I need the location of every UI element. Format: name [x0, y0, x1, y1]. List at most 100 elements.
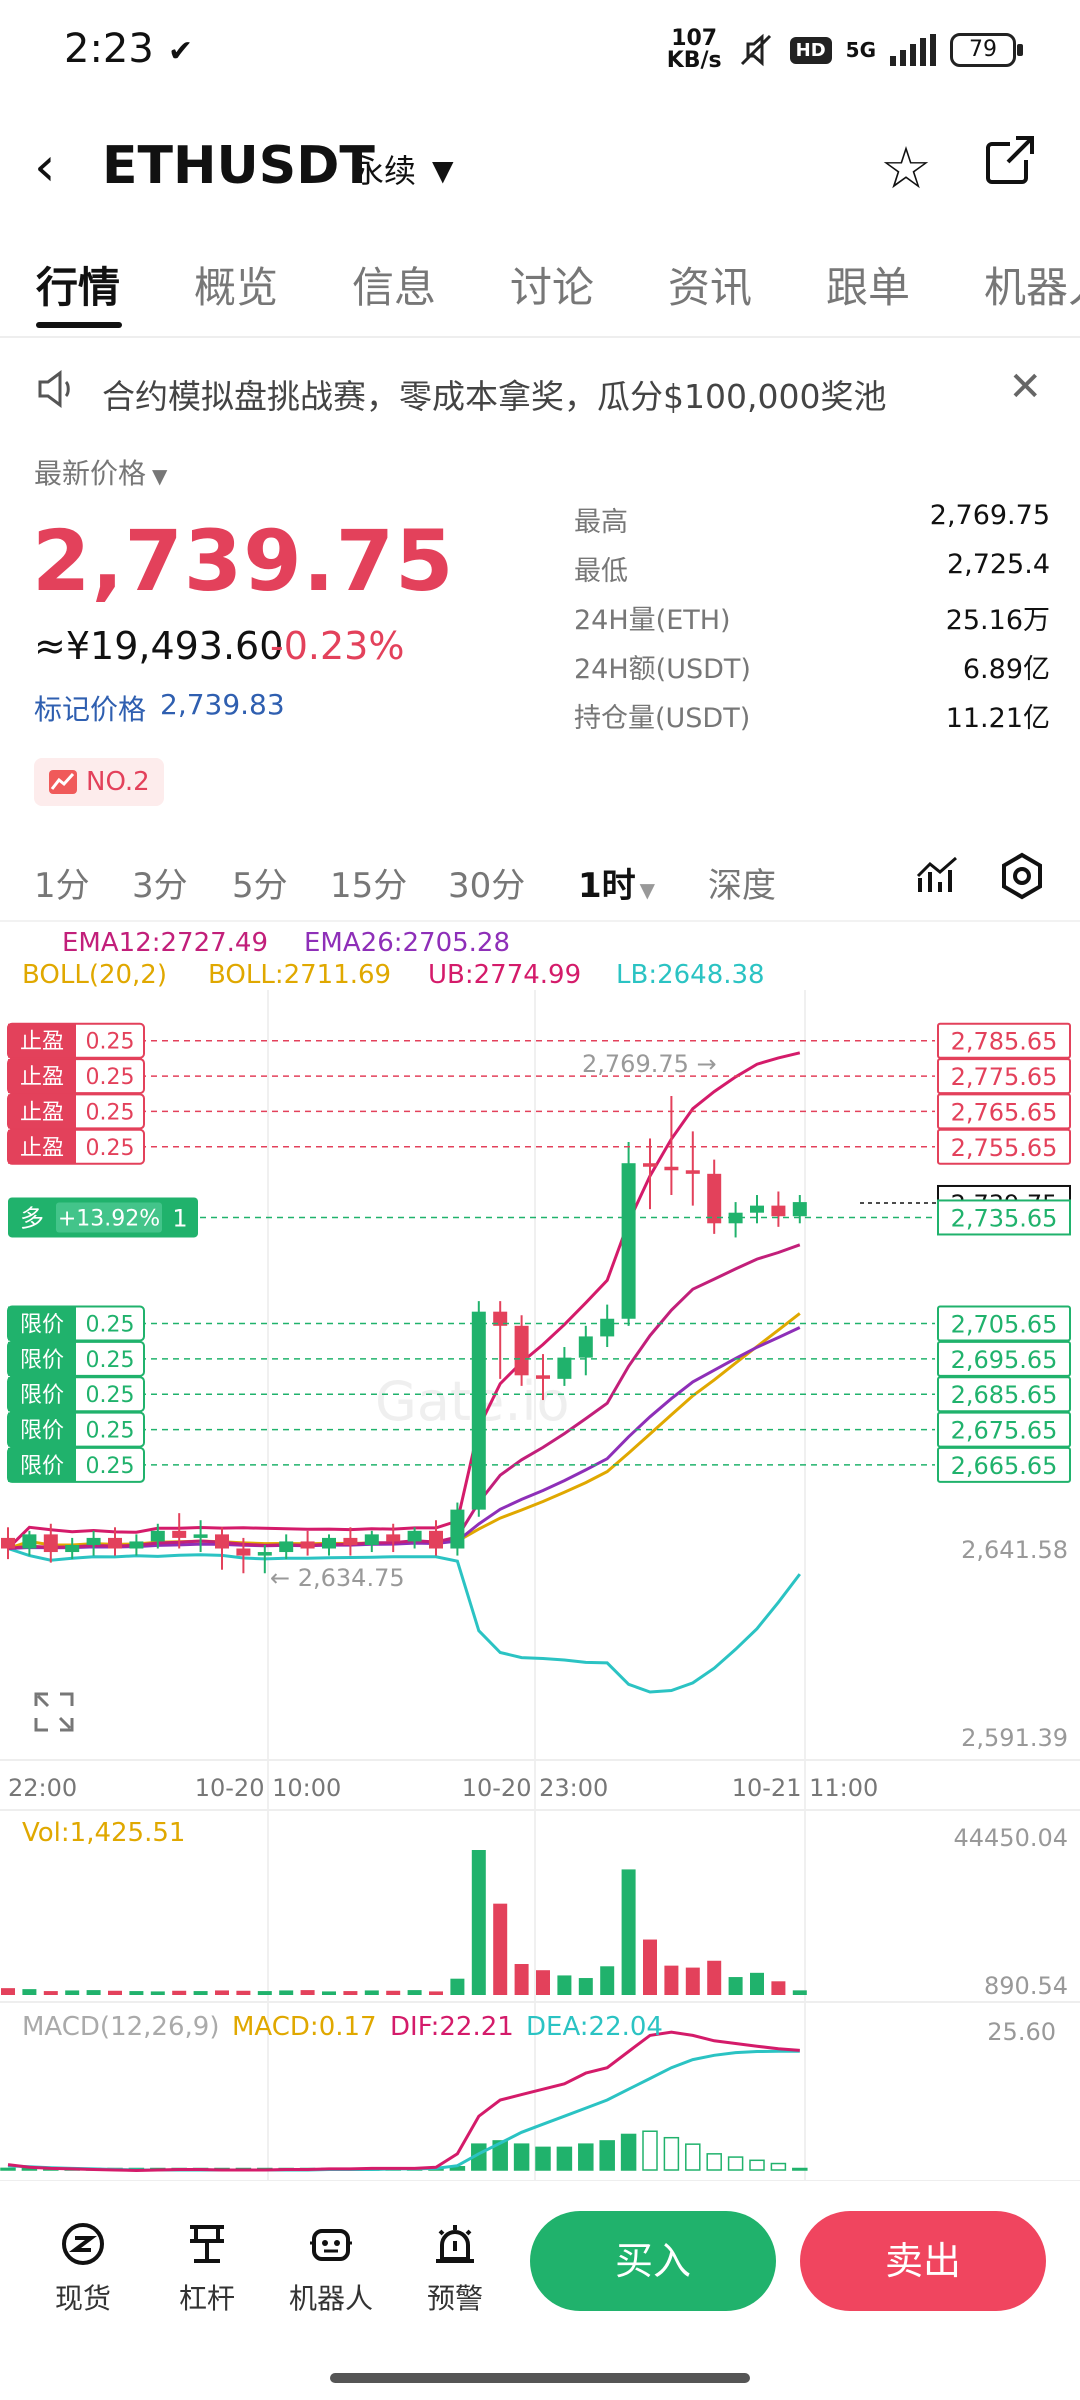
take-profit-label: 止盈: [20, 1065, 64, 1090]
macd-hist-bar: [620, 2133, 637, 2171]
candle: [728, 1202, 743, 1238]
candle: [86, 1530, 101, 1556]
banner-text: 合约模拟盘挑战赛，零成本拿奖，瓜分$100,000奖池: [102, 377, 887, 416]
position-side: 多: [20, 1204, 44, 1232]
rank-badge[interactable]: NO.2: [34, 758, 164, 806]
macd-axis-label: 25.60: [987, 2018, 1056, 2046]
boll-lower-line: [7, 1547, 801, 1694]
volume-bar: [685, 1967, 700, 1995]
interval-15m[interactable]: 15分: [330, 866, 408, 906]
pair-title[interactable]: ETHUSDT: [102, 136, 375, 196]
tab-overview[interactable]: 概览: [194, 263, 279, 312]
macd-hist-bar: [685, 2143, 701, 2171]
indicator-chart-icon[interactable]: [914, 852, 962, 900]
spot-button[interactable]: 现货: [28, 2221, 138, 2317]
volume-bar: [621, 1869, 636, 1995]
volume-bar: [536, 1970, 550, 1995]
robot-button[interactable]: 机器人: [276, 2221, 386, 2317]
back-icon[interactable]: ‹: [34, 135, 56, 198]
candle: [172, 1513, 187, 1549]
macd-title: MACD(12,26,9): [22, 2012, 220, 2042]
candle: [43, 1523, 58, 1563]
candle-body: [407, 1530, 422, 1542]
price-tag-limit-text: 2,705.65: [951, 1311, 1058, 1339]
kline-chart[interactable]: Gate.io止盈0.252,785.65止盈0.252,775.65止盈0.2…: [0, 990, 1080, 2180]
speaker-icon: [38, 370, 70, 408]
tab-news[interactable]: 资讯: [668, 263, 753, 312]
volume-bar: [279, 1990, 294, 1995]
leverage-button[interactable]: 杠杆: [152, 2221, 262, 2317]
position-price-tag: [937, 1199, 1071, 1236]
check-icon: ✔: [168, 34, 194, 69]
tab-bots[interactable]: 机器人: [984, 263, 1080, 312]
take-profit-tag-fill: [8, 1059, 76, 1094]
mute-icon: [740, 33, 771, 67]
promo-banner[interactable]: 合约模拟盘挑战赛，零成本拿奖，瓜分$100,000奖池 ✕: [0, 352, 1080, 432]
candle: [279, 1534, 294, 1560]
stats-panel: 最高 2,769.75 最低 2,725.4 24H量(ETH) 25.16万 24H…: [574, 500, 1050, 745]
tab-discussion[interactable]: 讨论: [510, 263, 595, 312]
stat-value: 25.16万: [945, 605, 1050, 636]
candle-body: [386, 1534, 401, 1542]
interval-depth[interactable]: 深度: [708, 866, 776, 906]
tab-info[interactable]: 信息: [352, 263, 437, 312]
macd-label: MACD:0.17: [232, 2012, 377, 2042]
candle: [150, 1523, 165, 1549]
interval-3m[interactable]: 3分: [132, 866, 188, 906]
macd-hist-bar: [706, 2153, 722, 2171]
boll-upper-line: [6, 1051, 801, 1550]
price-tag-limit: [937, 1411, 1071, 1448]
sell-button[interactable]: 卖出: [800, 2211, 1046, 2311]
tab-copy-trade[interactable]: 跟单: [826, 263, 911, 312]
favorite-star-icon[interactable]: ☆: [880, 134, 932, 202]
dif-label: DIF:22.21: [390, 2012, 514, 2042]
latest-price-label[interactable]: 最新价格 ▼: [34, 452, 167, 492]
candle: [707, 1159, 722, 1234]
share-icon[interactable]: [984, 134, 1036, 186]
candle: [792, 1195, 807, 1224]
volume-bar: [493, 1903, 508, 1995]
candle-body: [578, 1336, 593, 1358]
alert-button[interactable]: 预警: [400, 2221, 510, 2317]
fullscreen-icon[interactable]: [34, 1692, 74, 1732]
volume-bar: [664, 1965, 679, 1995]
candle: [257, 1544, 272, 1574]
boll-lb-label: LB:2648.38: [616, 960, 765, 990]
price-tag-tp: [937, 1022, 1071, 1059]
settings-icon[interactable]: [998, 852, 1046, 900]
alert-label: 预警: [426, 2282, 483, 2315]
interval-1m[interactable]: 1分: [34, 866, 90, 906]
volume-bar: [343, 1991, 358, 1995]
tab-market[interactable]: 行情: [36, 263, 121, 312]
limit-order-tag-fill: [8, 1377, 76, 1412]
volume-bar: [407, 1990, 422, 1995]
contract-type[interactable]: 永续: [352, 152, 417, 190]
price-tag-limit-text: 2,675.65: [951, 1417, 1058, 1445]
macd-hist-bar: [749, 2159, 765, 2171]
volume-axis-label: 44450.04: [953, 1824, 1068, 1852]
candle-body: [172, 1530, 187, 1538]
candle-body: [664, 1166, 679, 1171]
chevron-down-icon[interactable]: ▼: [432, 154, 454, 187]
candle-body: [450, 1509, 465, 1549]
interval-1h[interactable]: 1时 ▼: [578, 858, 655, 907]
position-pnl-box: [56, 1202, 162, 1233]
candle-body: [22, 1534, 37, 1549]
take-profit-label: 止盈: [20, 1030, 64, 1055]
volume-bar: [236, 1990, 251, 1995]
candle: [600, 1304, 615, 1348]
macd-dea-line: [7, 2049, 800, 2172]
net-speed: 107 KB/s: [667, 28, 722, 72]
buy-button[interactable]: 买入: [530, 2211, 776, 2311]
price-tag-tp-text: 2,765.65: [951, 1098, 1058, 1126]
volume-bar: [578, 1978, 593, 1995]
volume-bar: [792, 1990, 807, 1995]
interval-30m[interactable]: 30分: [448, 866, 526, 906]
bottom-trade-bar: 现货 杠杆 机器人 预警 买入 卖出: [0, 2180, 1080, 2351]
limit-order-label: 限价: [20, 1419, 64, 1444]
close-icon[interactable]: ✕: [1008, 364, 1042, 410]
volume-bar: [728, 1977, 743, 1995]
interval-5m[interactable]: 5分: [232, 866, 288, 906]
home-indicator[interactable]: [330, 2373, 750, 2383]
candle-body: [343, 1537, 358, 1545]
